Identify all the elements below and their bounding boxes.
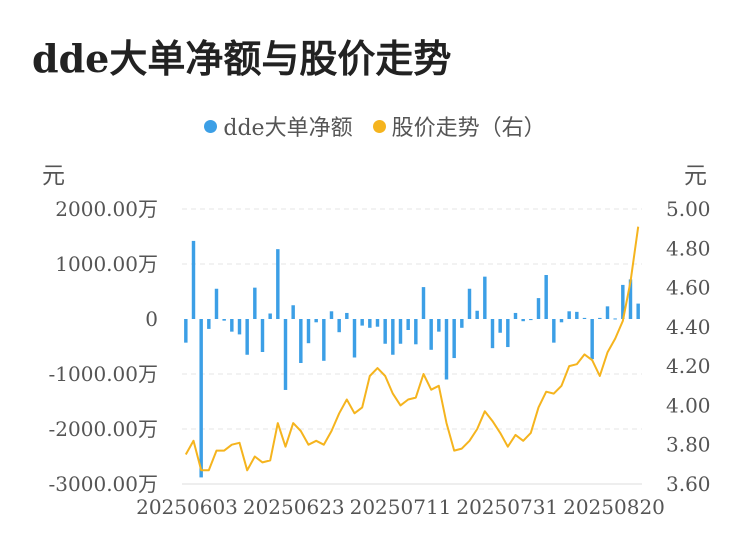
dde-bar [437,319,441,332]
dde-bar [529,319,533,321]
dde-bar [291,305,295,319]
dde-bar [245,319,249,355]
right-tick-label: 4.40 [666,315,711,339]
right-tick-label: 3.80 [666,433,711,457]
dde-bar [230,319,234,332]
left-tick-label: 2000.00万 [55,197,158,221]
left-axis-unit: 元 [42,163,65,189]
dde-bar [575,311,579,319]
dde-bar [299,319,303,363]
price-line [184,226,640,472]
dde-bar [375,319,380,327]
right-tick-label: 4.80 [666,236,711,260]
dde-bar [475,310,479,319]
right-tick-label: 3.60 [666,472,711,496]
dde-bar [552,319,556,343]
right-tick-label: 5.00 [666,197,711,221]
dde-bar [368,319,372,328]
x-tick-label: 20250820 [563,495,665,519]
legend: dde大单净额 股价走势（右） [0,110,750,142]
dde-bar [322,319,326,361]
left-tick-label: -2000.00万 [49,417,158,441]
dde-bar [360,319,364,326]
dde-bar [276,249,280,319]
dde-bar [184,319,188,343]
right-tick-label: 4.00 [666,393,711,417]
dde-bar [460,319,464,328]
dde-bar [383,319,387,344]
dde-bar [329,311,334,319]
dde-bar [467,288,472,319]
dde-bar [421,287,426,319]
dde-bar [513,312,518,319]
dde-bar [214,288,219,319]
x-tick-label: 20250711 [350,495,452,519]
dde-bar [414,319,418,345]
dde-bar [452,319,456,359]
dde-bar [536,298,541,319]
legend-swatch-price [372,119,386,133]
dde-bar [268,313,272,319]
dde-bar [283,319,288,390]
dde-bar [628,279,633,319]
dde-bar [260,319,265,352]
dde-bar [521,319,525,322]
x-tick-label: 20250731 [456,495,558,519]
left-tick-label: 0 [145,307,158,331]
dde-bar [559,319,564,323]
dde-bar [222,319,226,321]
dde-bar [636,303,640,319]
dde-bar [352,319,357,358]
dde-bar [391,319,395,355]
legend-label-price: 股价走势（右） [391,116,546,141]
dde-bar [544,275,548,319]
dde-bar [498,319,502,333]
dde-bar [253,287,257,319]
legend-item-price[interactable]: 股价走势（右） [372,110,546,142]
dde-bar [337,319,341,333]
dde-bar [582,317,587,319]
dde-bar [345,312,349,319]
dde-bar [483,276,487,319]
right-tick-label: 4.60 [666,276,711,300]
x-tick-label: 20250603 [136,495,238,519]
x-tick-label: 20250623 [243,495,345,519]
dde-bar [567,311,571,319]
dde-bar [429,319,433,350]
dde-bar [444,319,449,380]
dde-bar [590,319,594,360]
right-tick-label: 4.20 [666,354,711,378]
dde-bar [398,319,403,344]
dde-bar [605,306,610,319]
dde-bar [191,240,196,319]
left-tick-label: -1000.00万 [49,362,158,386]
legend-item-dde[interactable]: dde大单净额 [204,110,353,142]
legend-swatch-dde [204,119,218,133]
dde-bar [506,319,510,348]
dde-bar [314,319,318,323]
left-tick-label: -3000.00万 [49,472,158,496]
dde-bar [598,317,602,319]
dde-bar [490,319,495,349]
dde-bar [199,319,203,478]
dde-bar [613,318,617,320]
dde-bar [207,319,211,329]
dde-bar [306,319,311,344]
legend-label-dde: dde大单净额 [223,116,353,141]
chart-title: dde大单净额与股价走势 [32,36,452,81]
left-tick-label: 1000.00万 [55,252,158,276]
dde-bar [406,319,410,330]
dde-bar [237,319,242,335]
right-axis-unit: 元 [684,163,707,189]
dde-bar [621,284,625,319]
